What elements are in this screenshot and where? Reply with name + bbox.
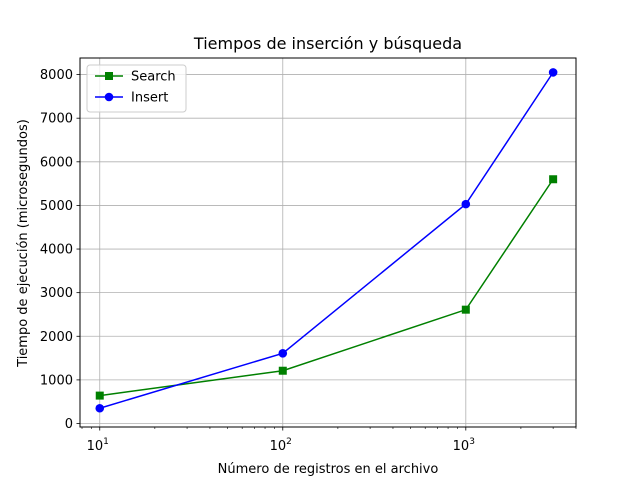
y-tick-label: 8000 [40, 68, 73, 83]
y-tick-label: 2000 [40, 330, 73, 345]
x-tick-exponent: 1 [103, 437, 109, 447]
data-point-insert [461, 199, 471, 209]
x-tick-base: 10 [453, 439, 470, 454]
x-tick-label: 101 [87, 437, 109, 454]
x-tick-exponent: 3 [469, 437, 475, 447]
y-tick-label: 4000 [40, 243, 73, 258]
legend-label: Search [131, 70, 176, 85]
x-tick-exponent: 2 [286, 437, 292, 447]
series-layer [95, 68, 558, 413]
y-tick-label: 0 [65, 417, 73, 432]
data-point-insert [548, 68, 558, 77]
x-tick-base: 10 [270, 439, 287, 454]
y-tick-label: 6000 [40, 155, 73, 170]
data-point-search [278, 366, 287, 375]
y-axis-label: Tiempo de ejecución (microsegundos) [16, 119, 31, 368]
chart-title: Tiempos de inserción y búsqueda [193, 34, 462, 53]
y-tick-label: 3000 [40, 286, 73, 301]
series-line-insert [99, 71, 554, 409]
x-tick-label: 103 [453, 437, 475, 454]
y-tick-label: 1000 [40, 373, 73, 388]
data-point-search [549, 175, 558, 184]
legend-marker [104, 92, 114, 102]
series-line-search [99, 178, 554, 397]
legend: Search Insert [86, 64, 187, 113]
y-tick-label: 7000 [40, 112, 73, 127]
y-tick-label: 5000 [40, 199, 73, 214]
x-tick-base: 10 [87, 439, 104, 454]
x-tick-label: 102 [270, 437, 292, 454]
data-point-insert [95, 403, 105, 413]
data-point-search [95, 391, 104, 400]
x-axis-label: Número de registros en el archivo [218, 462, 439, 477]
data-point-insert [278, 348, 288, 358]
data-point-search [461, 305, 470, 314]
legend-marker [105, 72, 113, 80]
plot-frame [79, 57, 577, 428]
legend-label: Insert [131, 91, 168, 106]
